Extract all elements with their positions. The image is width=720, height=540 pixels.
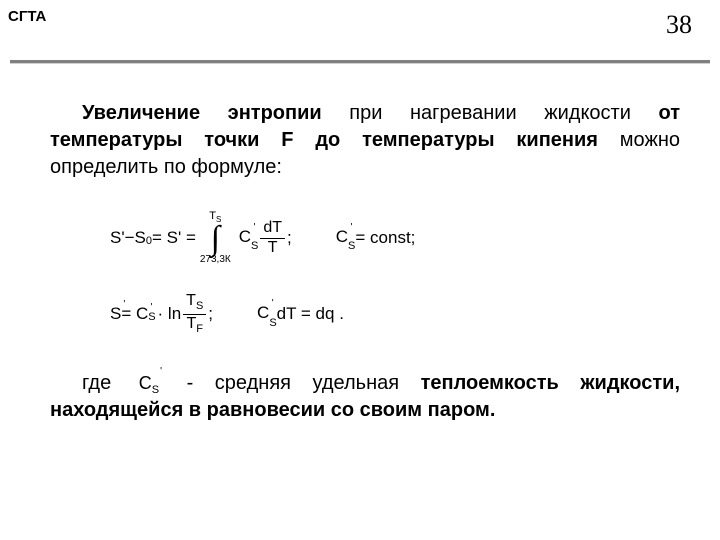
frac2-den-b: F [196, 323, 203, 335]
f2-s: S [110, 304, 121, 323]
f1-semi: ; [287, 228, 292, 248]
formula-row-1: S'−S0 = S' = TS ∫ 273,3К CS' dT T ; CS' [110, 211, 680, 265]
note-t2: - средняя удельная [187, 372, 421, 394]
formula-block: S'−S0 = S' = TS ∫ 273,3К CS' dT T ; CS' [110, 211, 680, 336]
cs-prime-2: CS' [336, 227, 356, 249]
f1-lhs-text: S'−S [110, 228, 146, 248]
note-t1: где [82, 372, 133, 394]
f2-ln: · ln [158, 304, 182, 324]
inline-cs-s: S [152, 384, 159, 396]
cs-prime-3: CS' [257, 303, 277, 325]
org-label: СГТА [8, 8, 46, 25]
cs-prime-1: CS' [239, 227, 259, 249]
frac2-den-a: T [186, 315, 196, 332]
cs1-s: S [251, 240, 258, 252]
cs2-c: C [336, 227, 348, 246]
f2-eq1: = C [121, 304, 148, 324]
text-rest1: при нагревании жидкости [322, 102, 659, 124]
formula2-lhs: S' = CS' · ln TS TF ; [110, 293, 213, 335]
formula2-rhs: CS' dT = dq . [257, 303, 344, 325]
cs1-c: C [239, 227, 251, 246]
cs3-s: S [269, 317, 276, 329]
frac2-num-a: T [186, 292, 196, 309]
integral-symbol: TS ∫ 273,3К [200, 211, 231, 265]
cs2-s: S [348, 240, 355, 252]
inline-cs-c: C [139, 373, 152, 393]
f1-eq1: = S' = [152, 228, 196, 248]
s-prime: S' [110, 304, 121, 324]
text-lead-bold: Увеличение энтропии [82, 102, 322, 124]
frac1-den: T [265, 239, 281, 257]
content-area: Увеличение энтропии при нагревании жидко… [50, 100, 680, 424]
f1-sub0: 0 [146, 235, 152, 247]
frac1-num: dT [260, 220, 285, 239]
inline-cs-symbol: CS' [139, 371, 159, 395]
f1-eq2: = const; [355, 228, 415, 248]
int-bot: 273,3К [200, 255, 231, 265]
page-number: 38 [666, 10, 692, 40]
formula1-rhs: CS' = const; [336, 227, 416, 249]
f2-semi: ; [208, 304, 213, 324]
formula1-lhs: S'−S0 = S' = TS ∫ 273,3К CS' dT T ; [110, 211, 292, 265]
frac2-num-b: S [196, 300, 203, 312]
f2-rest: dT = dq . [277, 304, 344, 324]
formula-row-2: S' = CS' · ln TS TF ; CS' dT = dq . [110, 293, 680, 335]
fraction-2: TS TF [183, 293, 206, 335]
f2-cs-sub: S [148, 311, 155, 323]
cs3-c: C [257, 303, 269, 322]
fraction-1: dT T [260, 220, 285, 257]
paragraph-note: где CS' - средняя удельная теплоемкость … [50, 370, 680, 424]
paragraph-intro: Увеличение энтропии при нагревании жидко… [50, 100, 680, 181]
header-divider [10, 60, 710, 63]
